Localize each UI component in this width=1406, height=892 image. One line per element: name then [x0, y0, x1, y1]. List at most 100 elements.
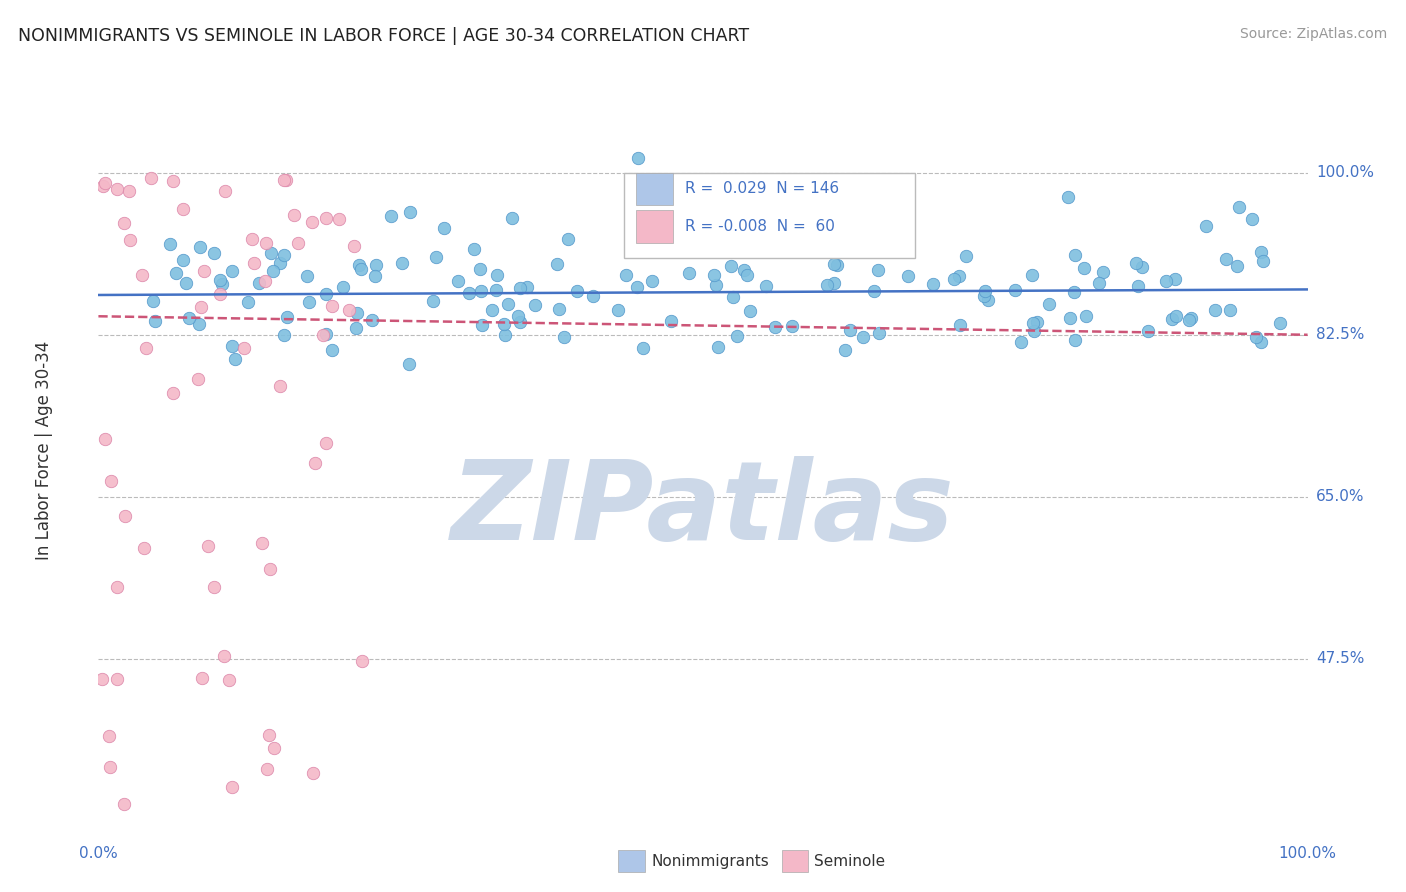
Point	[361, 312, 384, 326]
Text: R = -0.008  N =  60: R = -0.008 N = 60	[685, 219, 835, 234]
Point	[463, 242, 485, 256]
Point	[364, 269, 387, 284]
Point	[557, 232, 579, 246]
Point	[626, 279, 648, 293]
Point	[187, 372, 209, 386]
Point	[202, 580, 225, 594]
Point	[921, 277, 943, 292]
Point	[1250, 335, 1272, 350]
Point	[1166, 309, 1188, 323]
Point	[332, 279, 354, 293]
Point	[91, 178, 114, 193]
Point	[471, 318, 494, 333]
Point	[422, 294, 444, 309]
Point	[301, 214, 323, 228]
Point	[1180, 311, 1202, 326]
Point	[143, 314, 166, 328]
Point	[433, 220, 456, 235]
Point	[723, 290, 745, 304]
Point	[506, 309, 529, 323]
Point	[105, 182, 128, 196]
Text: 100.0%: 100.0%	[1316, 165, 1374, 180]
Point	[763, 320, 786, 334]
Point	[1087, 277, 1109, 291]
Point	[105, 672, 128, 686]
Point	[547, 301, 569, 316]
Point	[208, 272, 231, 286]
Point	[731, 224, 754, 238]
Point	[1076, 310, 1098, 324]
Point	[262, 264, 284, 278]
Point	[976, 293, 998, 307]
Point	[347, 259, 370, 273]
Text: 82.5%: 82.5%	[1316, 327, 1364, 343]
Point	[1125, 256, 1147, 270]
Point	[516, 280, 538, 294]
Point	[162, 173, 184, 187]
Point	[214, 648, 236, 663]
Point	[179, 311, 201, 326]
Point	[1178, 313, 1201, 327]
Point	[350, 262, 373, 277]
Point	[868, 326, 890, 341]
Point	[188, 240, 211, 254]
Point	[260, 246, 283, 260]
Point	[501, 211, 523, 225]
Point	[866, 263, 889, 277]
Point	[172, 202, 194, 217]
Point	[398, 204, 420, 219]
Point	[162, 386, 184, 401]
Point	[312, 328, 335, 343]
Point	[118, 184, 141, 198]
Point	[1022, 316, 1045, 330]
Point	[253, 274, 276, 288]
Point	[321, 299, 343, 313]
Point	[949, 318, 972, 332]
Point	[315, 211, 337, 225]
Point	[1227, 200, 1250, 214]
Point	[240, 232, 263, 246]
Point	[259, 728, 281, 742]
Point	[263, 740, 285, 755]
Point	[302, 765, 325, 780]
Point	[252, 536, 274, 550]
Point	[704, 277, 727, 292]
Point	[174, 276, 197, 290]
Point	[273, 173, 295, 187]
Point	[834, 343, 856, 357]
Point	[897, 269, 920, 284]
Point	[112, 797, 135, 812]
Point	[114, 509, 136, 524]
Point	[343, 239, 366, 253]
Point	[1219, 302, 1241, 317]
Text: 65.0%: 65.0%	[1316, 489, 1364, 504]
Point	[259, 562, 281, 576]
Point	[582, 289, 605, 303]
Point	[1154, 274, 1177, 288]
Text: Seminole: Seminole	[814, 854, 886, 869]
Text: In Labor Force | Age 30-34: In Labor Force | Age 30-34	[35, 341, 53, 560]
Point	[553, 330, 575, 344]
Point	[221, 339, 243, 353]
Point	[190, 671, 212, 685]
Point	[269, 256, 291, 270]
Point	[485, 268, 508, 282]
Point	[735, 268, 758, 282]
Point	[1204, 302, 1226, 317]
Point	[238, 294, 260, 309]
Point	[973, 284, 995, 298]
Point	[852, 330, 875, 344]
Point	[546, 257, 568, 271]
Point	[641, 274, 664, 288]
Point	[838, 324, 860, 338]
Point	[1244, 329, 1267, 343]
Point	[247, 276, 270, 290]
Point	[269, 379, 291, 393]
Point	[1250, 245, 1272, 260]
Text: Nonimmigrants: Nonimmigrants	[651, 854, 769, 869]
Point	[304, 456, 326, 470]
Point	[221, 264, 243, 278]
Point	[100, 475, 122, 489]
Point	[131, 268, 153, 282]
Point	[485, 283, 508, 297]
